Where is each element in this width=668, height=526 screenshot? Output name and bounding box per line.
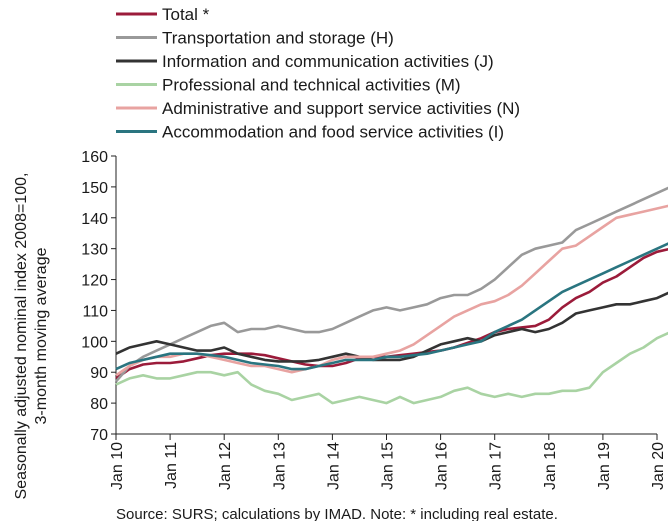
series-line-5 [115,242,668,371]
series-line-1 [115,186,668,383]
x-tick-label: Jan 15 [380,442,397,490]
y-axis-title-line-1: Seasonally adjusted nominal index 2008=1… [13,173,30,500]
x-tick-label: Jan 12 [217,442,234,490]
y-tick-label: 130 [81,242,108,259]
y-tick-label: 140 [81,211,108,228]
legend-label: Accommodation and food service activitie… [162,123,504,142]
y-tick-label: 70 [90,427,108,444]
series-lines [115,186,668,405]
series-line-4 [115,204,668,377]
y-tick-label: 120 [81,273,108,290]
x-tick-label: Jan 10 [109,442,126,490]
y-axis-title-line-2: 3-month moving average [33,247,50,424]
x-tick-label: Jan 16 [434,442,451,490]
y-tick-label: 110 [82,303,108,320]
y-tick-label: 150 [81,180,108,197]
y-tick-label: 160 [81,149,108,166]
x-tick-label: Jan 13 [271,442,288,490]
y-tick-label: 80 [90,396,108,413]
legend-label: Administrative and support service activ… [162,99,520,118]
x-tick-label: Jan 19 [596,442,613,490]
y-tick-label: 90 [90,365,108,382]
series-line-3 [115,331,668,405]
axes: Seasonally adjusted nominal index 2008=1… [13,149,667,499]
legend-label: Total * [162,5,210,24]
y-tick-label: 100 [81,334,108,351]
legend: Total * Transportation and storage (H) Inf… [116,5,520,142]
legend-label: Transportation and storage (H) [162,29,394,48]
x-tick-label: Jan 14 [325,442,342,490]
source-note: Source: SURS; calculations by IMAD. Note… [116,506,558,521]
legend-label: Professional and technical activities (M… [162,76,461,95]
x-tick-label: Jan 18 [542,442,559,490]
legend-label: Information and communication activities… [162,52,494,71]
x-tick-label: Jan 17 [488,442,505,490]
x-tick-label: Jan 11 [163,442,180,489]
x-tick-label: Jan 20 [650,442,667,490]
